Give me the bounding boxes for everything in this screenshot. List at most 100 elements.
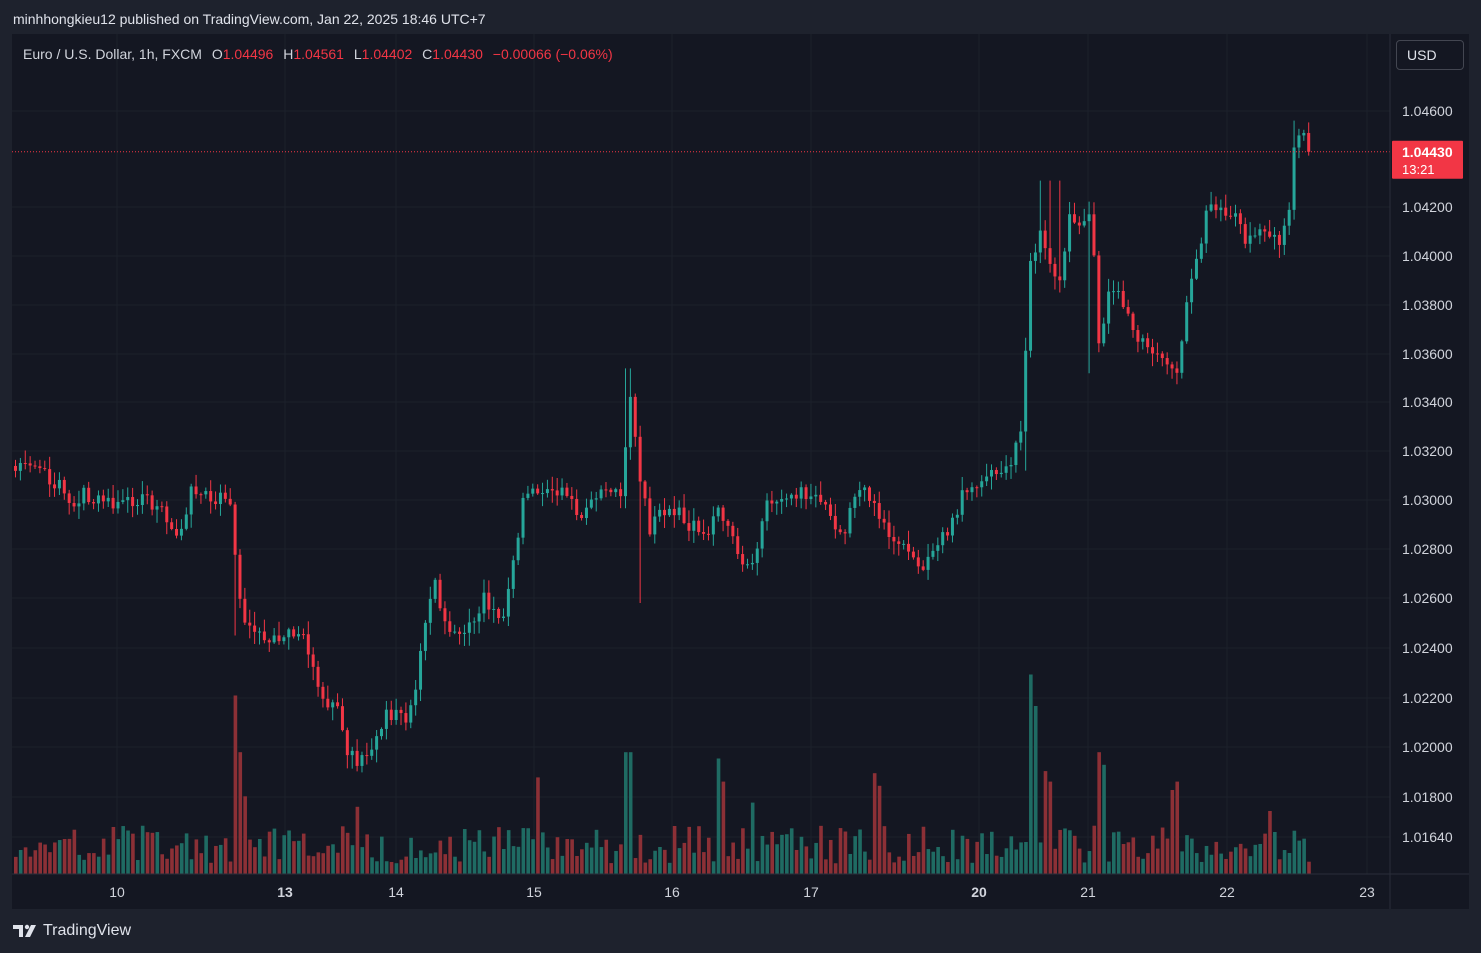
candle	[653, 506, 657, 544]
volume-bar	[731, 842, 735, 874]
candle-body	[175, 528, 179, 536]
volume-bar	[365, 834, 369, 874]
candle	[692, 508, 696, 543]
candle	[287, 627, 291, 650]
candle-body	[77, 503, 81, 507]
candle-body	[589, 499, 593, 508]
time-tick-label: 17	[803, 884, 819, 900]
candle-body	[648, 498, 652, 535]
tradingview-logo-icon	[13, 923, 39, 939]
candle	[853, 493, 857, 518]
candle	[57, 472, 61, 496]
volume-bar	[721, 781, 726, 874]
candle	[633, 393, 637, 447]
volume-bar	[965, 838, 970, 874]
candle	[179, 519, 183, 541]
candle	[643, 479, 647, 507]
candle-body	[799, 487, 803, 499]
candle	[916, 549, 920, 574]
price-tick-label: 1.02600	[1402, 590, 1453, 606]
candle	[1277, 230, 1281, 258]
candle-body	[887, 522, 891, 538]
volume-bar	[301, 833, 306, 874]
candle	[1219, 199, 1223, 222]
candle-body	[804, 487, 808, 500]
candle-body	[897, 541, 901, 544]
volume-bar	[1277, 859, 1282, 874]
volume-bar	[18, 849, 23, 874]
volume-bar	[1131, 837, 1136, 874]
volume-bar	[1082, 862, 1087, 874]
candle-body	[560, 487, 564, 496]
candle-body	[272, 635, 276, 643]
candle-body	[1155, 353, 1159, 355]
candle	[1248, 222, 1252, 253]
volume-bar	[409, 837, 413, 874]
volume-bar	[360, 847, 365, 874]
volume-bar	[1307, 861, 1311, 874]
volume-bar	[1072, 835, 1077, 874]
tradingview-brand[interactable]: TradingView	[13, 922, 131, 940]
candle	[423, 620, 427, 661]
candle-body	[624, 447, 627, 497]
candle	[170, 518, 174, 531]
candle-body	[736, 536, 740, 555]
volume-bar	[736, 858, 740, 874]
volume-bar	[1063, 828, 1067, 874]
candle-body	[121, 500, 125, 502]
candle-body	[1214, 204, 1218, 211]
candle	[214, 491, 218, 510]
volume-bar	[550, 859, 555, 874]
candle-body	[443, 608, 447, 622]
volume-bar	[306, 855, 311, 874]
volume-bar	[423, 857, 428, 874]
volume-bar	[506, 830, 511, 874]
candle-body	[38, 466, 42, 469]
candle	[604, 482, 608, 498]
volume-bar	[82, 859, 86, 874]
candle-body	[380, 728, 383, 737]
candle	[165, 501, 169, 535]
plot-background	[12, 34, 1469, 909]
candle	[326, 685, 330, 711]
candle-body	[189, 486, 193, 515]
volume-bar	[526, 828, 530, 874]
candle	[101, 489, 105, 509]
volume-bar	[1019, 842, 1023, 874]
candle-body	[282, 637, 286, 642]
volume-bar	[384, 861, 389, 874]
volume-bar	[419, 850, 423, 874]
candle-body	[170, 522, 174, 529]
candle	[1307, 122, 1311, 156]
volume-bar	[594, 829, 599, 874]
low-value: 1.04402	[361, 46, 413, 62]
volume-bar	[1229, 851, 1233, 874]
candle-body	[482, 592, 486, 614]
volume-bar	[155, 832, 160, 874]
volume-bar	[326, 845, 330, 874]
candle-body	[907, 543, 911, 552]
candle	[1029, 252, 1033, 358]
candle-body	[706, 533, 710, 535]
volume-bar	[785, 834, 789, 874]
candle-body	[223, 492, 227, 499]
volume-bar	[1287, 852, 1292, 874]
candle	[1155, 342, 1159, 363]
candle-body	[184, 514, 188, 529]
volume-bar	[438, 840, 443, 874]
volume-bar	[716, 758, 721, 874]
candle	[28, 456, 32, 473]
volume-bar	[848, 853, 853, 874]
candle	[599, 485, 603, 501]
candle	[521, 492, 525, 545]
candle-body	[1087, 214, 1091, 222]
currency-button[interactable]: USD	[1396, 40, 1464, 70]
candle	[785, 493, 789, 508]
candle-body	[248, 622, 252, 626]
volume-bar	[599, 847, 604, 874]
price-chart[interactable]: 1.04600 1.04200 1.04000 1.03800 1.03600 1.034…	[12, 34, 1469, 909]
candle-body	[872, 500, 876, 504]
candle	[140, 481, 144, 514]
candle-body	[14, 465, 17, 471]
volume-bar	[624, 752, 628, 874]
